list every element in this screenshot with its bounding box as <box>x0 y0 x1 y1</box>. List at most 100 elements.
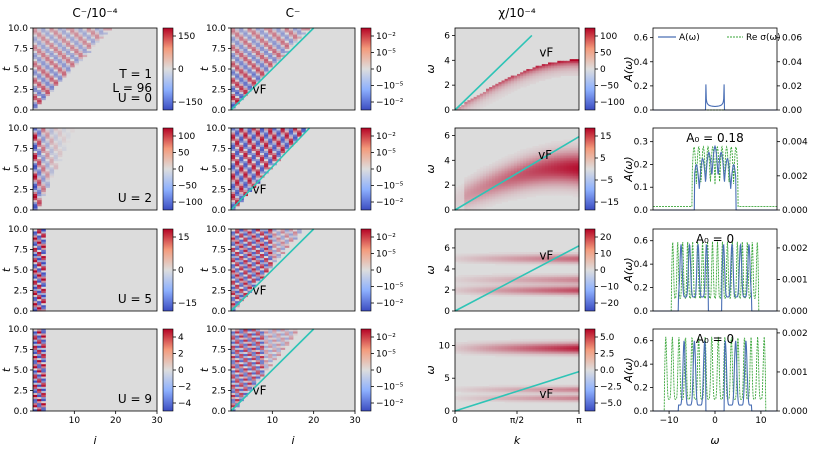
heatmap-cell <box>507 283 512 286</box>
heatmap-cell <box>532 167 536 170</box>
heatmap-cell <box>513 288 518 291</box>
heatmap-cell <box>529 165 533 168</box>
heatmap-cell <box>498 261 502 264</box>
heatmap-cell <box>476 96 481 99</box>
heatmap-cell <box>517 83 521 86</box>
heatmap-cell <box>479 276 484 279</box>
heatmap-cell <box>473 351 478 354</box>
heatmap-cell <box>551 169 555 172</box>
heatmap-cell <box>243 249 248 252</box>
heatmap-cell <box>510 276 515 279</box>
heatmap-cell <box>566 183 571 186</box>
heatmap-cell <box>33 134 38 137</box>
heatmap-cell <box>41 386 46 389</box>
heatmap-cell <box>239 272 244 275</box>
heatmap-cell <box>235 341 240 344</box>
heatmap-cell <box>297 130 302 133</box>
heatmap-cell <box>541 64 546 67</box>
heatmap-cell <box>37 189 42 192</box>
heatmap-cell <box>529 258 533 261</box>
heatmap-cell <box>551 190 555 193</box>
heatmap-cell <box>541 167 546 170</box>
heatmap-cell <box>507 160 512 163</box>
y-axis-label: t <box>0 367 13 372</box>
heatmap-cell <box>57 128 63 131</box>
heatmap-cell <box>272 243 277 246</box>
heatmap-cell <box>239 257 244 261</box>
heatmap-cell <box>532 185 536 188</box>
heatmap-cell <box>37 249 42 252</box>
heatmap-cell <box>37 91 42 94</box>
heatmap-cell <box>49 130 55 133</box>
heatmap-cell <box>513 281 518 284</box>
heatmap-cell <box>538 73 543 76</box>
heatmap-cell <box>231 103 236 107</box>
heatmap-cell <box>239 40 244 43</box>
heatmap-cell <box>57 73 63 76</box>
heatmap-cell <box>557 164 561 167</box>
heatmap-cell <box>476 185 481 188</box>
heatmap-cell <box>482 258 487 261</box>
heatmap-cell <box>247 66 253 70</box>
colorbar-tick-label: −15 <box>178 299 197 309</box>
heatmap-cell <box>33 392 38 395</box>
heatmap-cell <box>231 374 236 377</box>
heatmap-cell <box>33 380 38 383</box>
heatmap-cell <box>551 167 555 170</box>
heatmap-cell <box>235 274 240 277</box>
heatmap-cell <box>507 172 512 175</box>
heatmap-cell <box>541 256 546 259</box>
heatmap-cell <box>538 291 543 294</box>
heatmap-cell <box>231 30 236 33</box>
heatmap-cell <box>529 159 533 162</box>
heatmap-cell <box>231 388 236 391</box>
heatmap-cell <box>498 173 502 176</box>
heatmap-cell <box>548 291 552 294</box>
heatmap-cell <box>247 357 253 361</box>
heatmap-cell <box>492 85 496 88</box>
heatmap-cell <box>572 65 577 68</box>
heatmap-cell <box>482 284 487 287</box>
heatmap-cell <box>251 353 257 357</box>
heatmap-cell <box>557 142 561 145</box>
heatmap-cell <box>507 175 512 178</box>
heatmap-cell <box>563 276 567 279</box>
heatmap-cell <box>57 42 63 45</box>
heatmap-cell <box>551 185 555 188</box>
heatmap-cell <box>566 67 571 70</box>
heatmap-cell <box>37 239 42 242</box>
heatmap-cell <box>461 288 465 291</box>
heatmap-cell <box>486 95 490 98</box>
heatmap-cell <box>523 180 527 183</box>
heatmap-cell <box>33 195 38 199</box>
heatmap-cell <box>523 196 527 199</box>
heatmap-cell <box>235 339 240 342</box>
heatmap-cell <box>231 365 236 369</box>
heatmap-cell <box>520 291 524 294</box>
heatmap-cell <box>479 177 484 180</box>
heatmap-cell <box>458 208 462 211</box>
heatmap-cell <box>247 128 253 131</box>
heatmap-cell <box>276 58 281 62</box>
heatmap-cell <box>41 300 46 304</box>
heatmap-cell <box>247 48 253 51</box>
heatmap-cell <box>243 56 248 60</box>
heatmap-cell <box>560 286 564 289</box>
heatmap-cell <box>501 281 505 284</box>
heatmap-cell <box>554 165 558 168</box>
heatmap-cell <box>467 258 471 261</box>
heatmap-cell <box>45 93 50 97</box>
heatmap-cell <box>510 185 515 188</box>
heatmap-cell <box>470 342 474 345</box>
heatmap-cell <box>49 140 55 143</box>
heatmap-cell <box>557 291 561 294</box>
heatmap-cell <box>507 170 512 173</box>
heatmap-cell <box>33 290 38 293</box>
heatmap-cell <box>264 233 269 236</box>
heatmap-cell <box>551 173 555 176</box>
heatmap-cell <box>53 164 59 168</box>
heatmap-cell <box>239 28 244 31</box>
heatmap-cell <box>489 183 493 186</box>
heatmap-cell <box>247 349 253 352</box>
heatmap-cell <box>464 391 468 394</box>
